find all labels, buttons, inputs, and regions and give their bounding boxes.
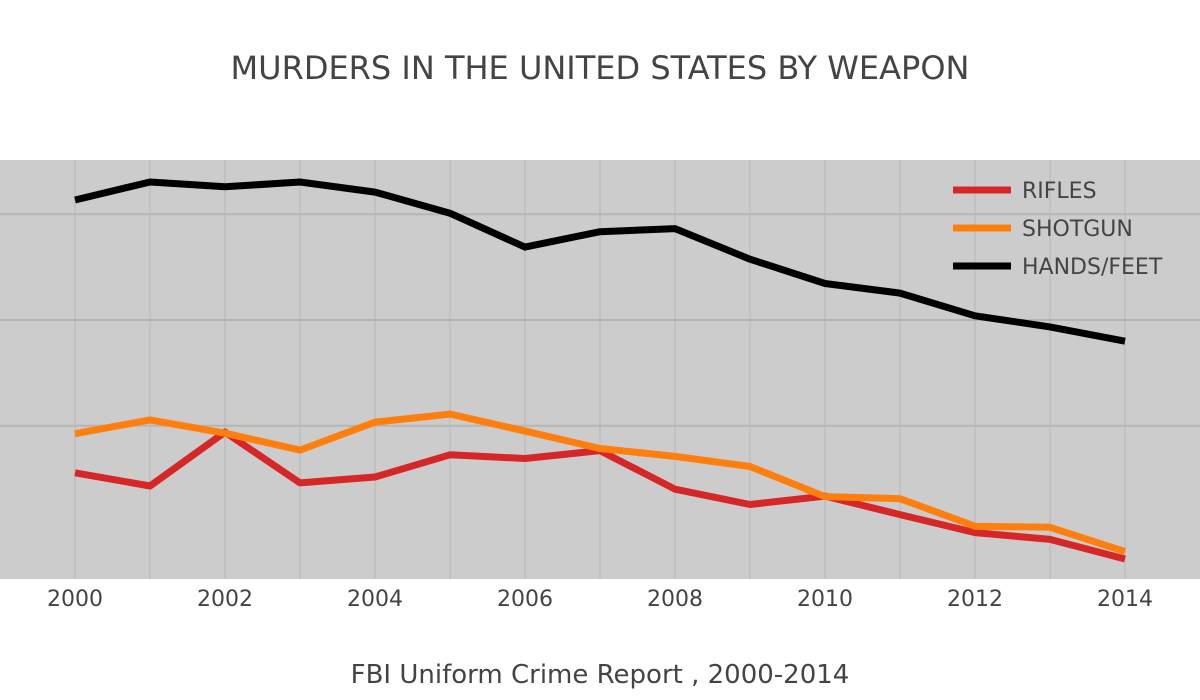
x-tick-label: 2000 [47, 587, 103, 612]
legend: RIFLES SHOTGUN HANDS/FEET [953, 179, 1163, 280]
x-tick-label: 2002 [197, 587, 253, 612]
series-line-hands-feet [74, 178, 1126, 345]
x-tick-label: 2006 [497, 587, 553, 612]
chart-title: MURDERS IN THE UNITED STATES BY WEAPON [231, 49, 970, 87]
x-axis-tick-labels: 2000 2002 2004 2006 2008 2010 2012 2014 [47, 587, 1153, 612]
legend-label-shotgun: SHOTGUN [1022, 217, 1133, 242]
x-tick-label: 2014 [1097, 587, 1153, 612]
x-tick-label: 2012 [947, 587, 1003, 612]
legend-label-rifles: RIFLES [1022, 179, 1097, 204]
legend-label-hands-feet: HANDS/FEET [1022, 255, 1163, 280]
x-tick-label: 2004 [347, 587, 403, 612]
x-tick-label: 2010 [797, 587, 853, 612]
series-lines [74, 178, 1127, 563]
x-tick-label: 2008 [647, 587, 703, 612]
series-line-shotgun [74, 410, 1127, 555]
chart-subtitle: FBI Uniform Crime Report , 2000-2014 [351, 660, 850, 690]
